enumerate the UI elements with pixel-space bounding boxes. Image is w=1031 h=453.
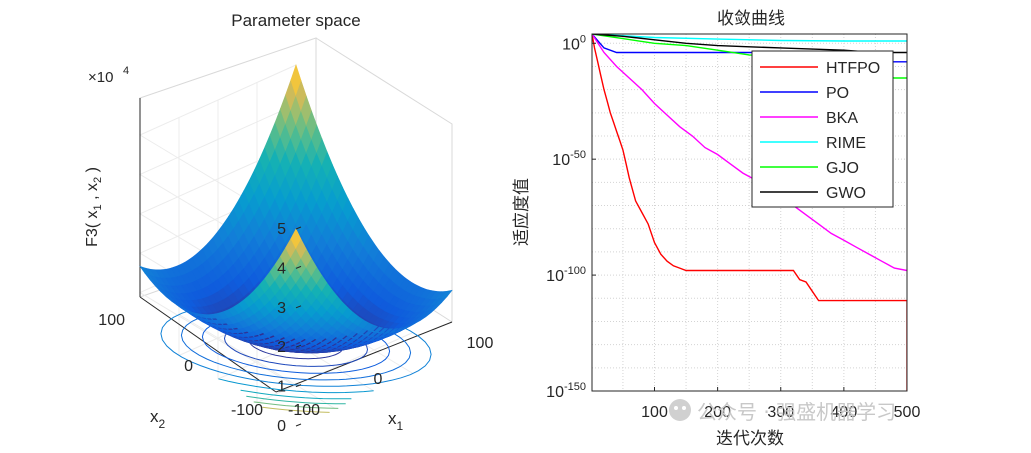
x-tick-label: 300 [767, 404, 794, 421]
y-tick-minus100: -100 [231, 402, 263, 419]
legend-label-bka: BKA [826, 110, 858, 127]
convergence-title: 收敛曲线 [717, 9, 785, 29]
surface-title: Parameter space [231, 11, 360, 30]
legend-label-po: PO [826, 85, 849, 102]
legend-label-rime: RIME [826, 135, 866, 152]
x-tick-label: 200 [704, 404, 731, 421]
x-tick-label: 400 [831, 404, 858, 421]
plot-frame [591, 33, 908, 392]
x-tick-label: 100 [641, 404, 668, 421]
legend: HTFPO PO BKA RIME GJO GWO [751, 50, 894, 208]
x-tick-label: 500 [894, 404, 921, 421]
z-label-pre: F3( x [84, 210, 101, 246]
svg-text:F3( x1 , x2 ): F3( x1 , x2 ) [84, 167, 104, 247]
convergence-xlabel: 迭代次数 [716, 429, 784, 449]
series-rime-line [592, 34, 907, 42]
surface-mesh [139, 64, 453, 354]
z-label-sub1: 1 [92, 204, 104, 210]
watermark: 公众号 · 强盛机器学习 [669, 399, 896, 424]
z-tick-label: 5 [277, 221, 286, 238]
z-tick-label: 4 [277, 260, 286, 277]
z-ticks: 0 1 2 3 4 5 [277, 221, 302, 435]
z-tick-label: 0 [277, 418, 286, 435]
y-tick-label: 100 [562, 33, 586, 53]
y-tick-label: 10-50 [552, 149, 586, 169]
svg-text:x1: x1 [388, 409, 404, 433]
x-tick-0: 0 [374, 371, 383, 388]
z-label-post: ) [84, 167, 101, 177]
z-tick-label: 1 [277, 379, 286, 396]
x-tick-100: 100 [467, 335, 494, 352]
legend-label-gwo: GWO [826, 185, 866, 202]
y-tick-label: 10-150 [546, 381, 586, 401]
y-tick-label: 10-100 [546, 265, 586, 285]
convergence-ylabel: 适应度值 [512, 178, 532, 246]
surface-patch [440, 289, 453, 299]
y-tick-0: 0 [184, 358, 193, 375]
svg-text:x2: x2 [150, 407, 166, 431]
z-label-sub2: 2 [92, 177, 104, 183]
wechat-icon [669, 399, 691, 421]
legend-box [751, 50, 894, 208]
legend-label-gjo: GJO [826, 160, 859, 177]
series-bka-line [592, 34, 907, 272]
series-htfpo-line [592, 34, 907, 391]
convergence-plot: 收敛曲线 100 200 300 400 500 100 10-50 10-100 10-150… [512, 9, 920, 449]
watermark-text: 公众号 · 强盛机器学习 [697, 400, 896, 424]
z-exponent-base: ×10 [88, 69, 113, 86]
grid [592, 34, 907, 392]
x-tick-minus100: -100 [288, 402, 320, 419]
legend-label-htfpo: HTFPO [826, 60, 880, 77]
y-axis-label: x2 [150, 407, 166, 431]
x-axis-label: x1 [388, 409, 404, 433]
z-tick-label: 3 [277, 300, 286, 317]
z-exponent-power: 4 [123, 65, 129, 77]
z-label-mid: , x [84, 183, 101, 204]
axis-ticks: 100 200 300 400 500 100 10-50 10-100 10-150 [546, 33, 920, 421]
z-axis-label: F3( x1 , x2 ) [84, 167, 104, 247]
y-tick-100: 100 [98, 312, 125, 329]
surface-axes [139, 98, 453, 393]
z-tick-label: 2 [277, 339, 286, 356]
